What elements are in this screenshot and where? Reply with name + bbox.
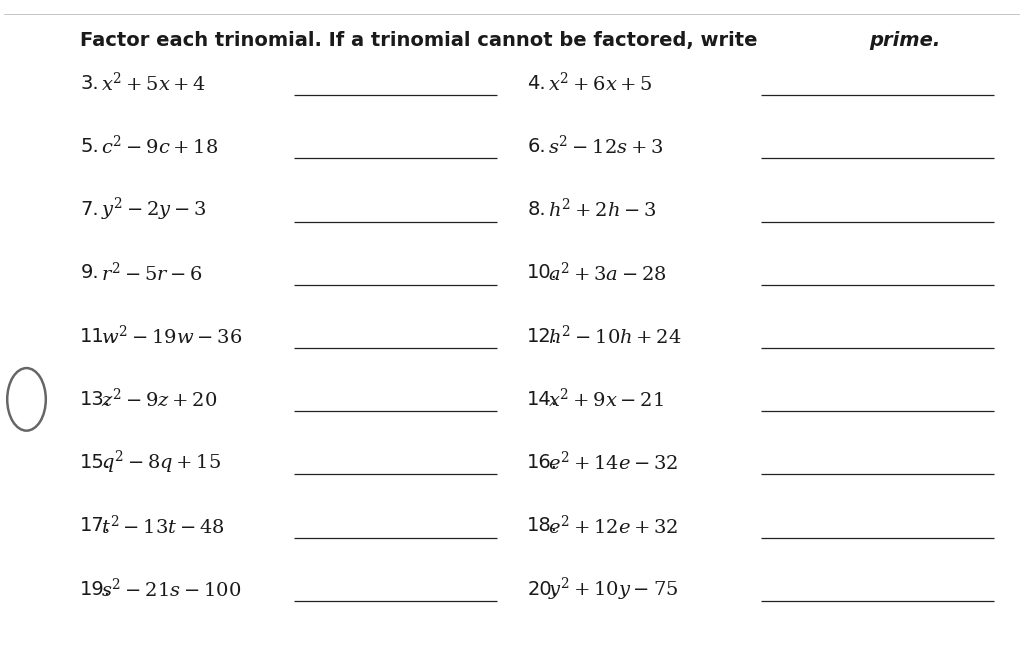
Text: 8.: 8. <box>527 200 546 219</box>
Text: $z^2 - 9z + 20$: $z^2 - 9z + 20$ <box>100 388 217 411</box>
Text: $w^2 - 19w - 36$: $w^2 - 19w - 36$ <box>100 325 242 348</box>
Text: $x^2 + 5x + 4$: $x^2 + 5x + 4$ <box>100 71 206 95</box>
Text: 6.: 6. <box>527 137 546 156</box>
Text: 18.: 18. <box>527 516 558 536</box>
Text: $y^2 + 10y - 75$: $y^2 + 10y - 75$ <box>548 576 678 603</box>
Text: $y^2 - 2y - 3$: $y^2 - 2y - 3$ <box>100 196 206 223</box>
Text: $h^2 - 10h + 24$: $h^2 - 10h + 24$ <box>548 325 681 348</box>
Text: 9.: 9. <box>80 263 99 282</box>
Text: $e^2 + 14e - 32$: $e^2 + 14e - 32$ <box>548 451 678 474</box>
Text: $r^2 - 5r - 6$: $r^2 - 5r - 6$ <box>100 261 203 285</box>
Text: 12.: 12. <box>527 327 558 346</box>
Text: $e^2 + 12e + 32$: $e^2 + 12e + 32$ <box>548 514 678 538</box>
Text: $t^2 - 13t - 48$: $t^2 - 13t - 48$ <box>100 514 224 538</box>
Text: 10.: 10. <box>527 263 558 282</box>
Text: $x^2 + 6x + 5$: $x^2 + 6x + 5$ <box>548 71 652 95</box>
Text: 20.: 20. <box>527 580 558 598</box>
Text: $s^2 - 12s + 3$: $s^2 - 12s + 3$ <box>548 135 663 158</box>
Text: 16.: 16. <box>527 453 558 472</box>
Text: $h^2 + 2h - 3$: $h^2 + 2h - 3$ <box>548 198 656 221</box>
Text: 17.: 17. <box>80 516 112 536</box>
Text: 19.: 19. <box>80 580 112 598</box>
Text: prime.: prime. <box>868 31 940 50</box>
Text: 11.: 11. <box>80 327 112 346</box>
Text: 3.: 3. <box>80 74 99 93</box>
Text: 13.: 13. <box>80 390 112 409</box>
Text: $c^2 - 9c + 18$: $c^2 - 9c + 18$ <box>100 135 218 158</box>
Text: 14.: 14. <box>527 390 558 409</box>
Text: $a^2 + 3a - 28$: $a^2 + 3a - 28$ <box>548 261 667 285</box>
Text: $x^2 + 9x - 21$: $x^2 + 9x - 21$ <box>548 388 664 411</box>
Text: $q^2 - 8q + 15$: $q^2 - 8q + 15$ <box>100 449 221 476</box>
Text: Factor each trinomial. If a trinomial cannot be factored, write: Factor each trinomial. If a trinomial ca… <box>80 31 765 50</box>
Text: 15.: 15. <box>80 453 112 472</box>
Text: 7.: 7. <box>80 200 99 219</box>
Text: 5.: 5. <box>80 137 99 156</box>
Text: 4.: 4. <box>527 74 546 93</box>
Text: $s^2 - 21s - 100$: $s^2 - 21s - 100$ <box>100 578 241 601</box>
